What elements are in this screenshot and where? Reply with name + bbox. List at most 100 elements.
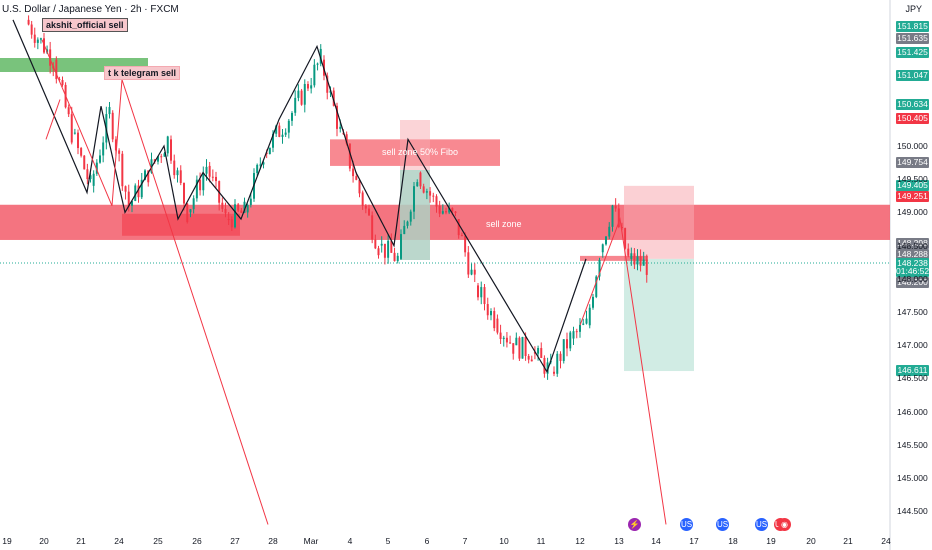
candle-body [509, 342, 512, 344]
candle-body [173, 160, 176, 176]
event-marker-icon[interactable]: US [680, 518, 693, 531]
candle-body [601, 244, 604, 253]
sell-zone-inner [122, 213, 240, 236]
chart-title: U.S. Dollar / Japanese Yen · 2h · FXCM [2, 4, 179, 15]
candle-body [118, 150, 121, 154]
candle-body [144, 170, 146, 180]
candle-body [400, 234, 402, 259]
candle-body [556, 353, 559, 374]
event-marker-icon[interactable]: US [716, 518, 729, 531]
event-marker-icon[interactable]: ⚡ [628, 518, 641, 531]
candle-body [432, 195, 435, 197]
candle-body [27, 19, 30, 25]
price-label: 150.405 [896, 113, 929, 124]
price-tick: 149.500 [897, 174, 928, 185]
candle-body [441, 211, 444, 214]
event-marker-icon[interactable]: US [755, 518, 768, 531]
candle-body [435, 196, 438, 207]
candle-body [387, 240, 390, 258]
price-label: 01:46:52 [896, 266, 930, 277]
candle-body [39, 38, 42, 40]
candle-body [73, 132, 76, 134]
candle-body [246, 205, 249, 213]
price-label: 148.238 [896, 258, 929, 269]
candle-body [199, 179, 202, 191]
candle-body [355, 176, 358, 180]
candle-body [358, 179, 361, 194]
candle-body [275, 125, 278, 134]
candle-body [345, 134, 348, 144]
candle-body [457, 219, 460, 236]
price-label: 149.405 [896, 180, 929, 191]
candle-body [477, 285, 479, 298]
candle-body [262, 162, 265, 165]
price-tick: 150.000 [897, 141, 928, 151]
candle-body [58, 79, 61, 81]
candle-body [297, 90, 300, 98]
candle-body [505, 337, 508, 343]
candle-body [364, 205, 367, 209]
candle-body [137, 185, 140, 198]
price-tick: 148.500 [897, 240, 928, 251]
candle-body [416, 182, 419, 187]
time-tick: 18 [728, 536, 738, 546]
price-tick: 145.500 [897, 439, 928, 450]
candle-body [530, 359, 533, 362]
candle-body [374, 239, 377, 249]
candle-body [445, 211, 447, 213]
candle-body [454, 211, 457, 214]
time-tick: 5 [385, 536, 391, 546]
time-tick: 28 [268, 536, 278, 546]
candle-body [642, 259, 645, 266]
candle-body [332, 90, 335, 106]
candle-body [234, 204, 236, 228]
time-tick: 10 [499, 536, 509, 546]
price-tick: 149.000 [897, 207, 928, 218]
candle-body [553, 371, 555, 374]
candle-body [645, 259, 648, 275]
candle-body [240, 210, 243, 213]
candle-body [521, 336, 524, 359]
candle-body [287, 120, 290, 133]
price-label: 149.251 [896, 191, 929, 202]
annotation-telegram[interactable]: t k telegram sell [104, 66, 181, 80]
candle-body [278, 125, 281, 137]
time-tick: 19 [2, 536, 12, 546]
candle-body [470, 269, 473, 275]
candle-body [221, 202, 224, 209]
candle-body [499, 332, 502, 340]
fibo-zone-label: sell zone 50% Fibo [382, 147, 459, 157]
candle-body [291, 112, 293, 121]
candle-body [460, 235, 463, 237]
candle-body [179, 170, 182, 184]
annotation-akshit[interactable]: akshit_official sell [42, 18, 128, 32]
event-marker-icon[interactable]: ◉ [778, 518, 791, 531]
candle-body [170, 139, 172, 161]
candle-body [361, 192, 364, 206]
candle-body [483, 287, 486, 305]
candle-body [467, 252, 470, 275]
candle-body [310, 85, 313, 89]
candle-body [425, 191, 428, 193]
candle-body [163, 153, 166, 157]
candle-body [205, 166, 208, 174]
candle-body [192, 198, 195, 210]
candle-body [77, 132, 79, 149]
candle-body [237, 204, 240, 211]
candle-body [543, 357, 546, 374]
candle-body [422, 186, 425, 193]
candle-body [176, 170, 179, 176]
candle-body [249, 198, 252, 206]
candle-body [86, 169, 89, 180]
candle-body [352, 168, 355, 177]
candle-body [524, 336, 527, 356]
candle-body [140, 179, 143, 198]
candle-body [569, 332, 572, 349]
price-label: 149.754 [896, 157, 929, 168]
candle-body [480, 287, 483, 298]
candle-body [562, 339, 565, 361]
trade-reward-left [400, 170, 430, 260]
candle-body [89, 175, 92, 180]
candle-body [95, 162, 98, 174]
